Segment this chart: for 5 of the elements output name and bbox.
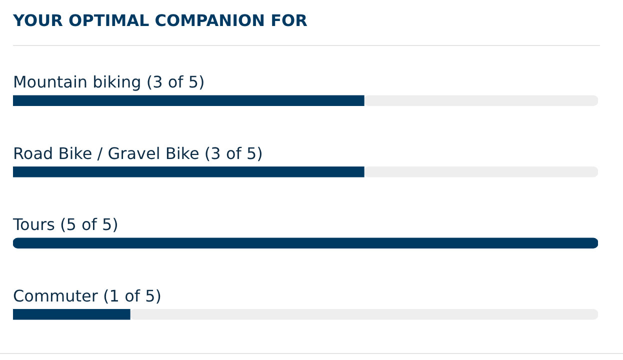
y-tick-label: Commuter (1 of 5) [13, 286, 162, 306]
chart-title: YOUR OPTIMAL COMPANION FOR [13, 8, 600, 46]
y-tick-label: Tours (5 of 5) [12, 215, 118, 234]
y-tick-label: Road Bike / Gravel Bike (3 of 5) [13, 144, 263, 163]
y-tick-label: Mountain biking (3 of 5) [13, 72, 205, 92]
